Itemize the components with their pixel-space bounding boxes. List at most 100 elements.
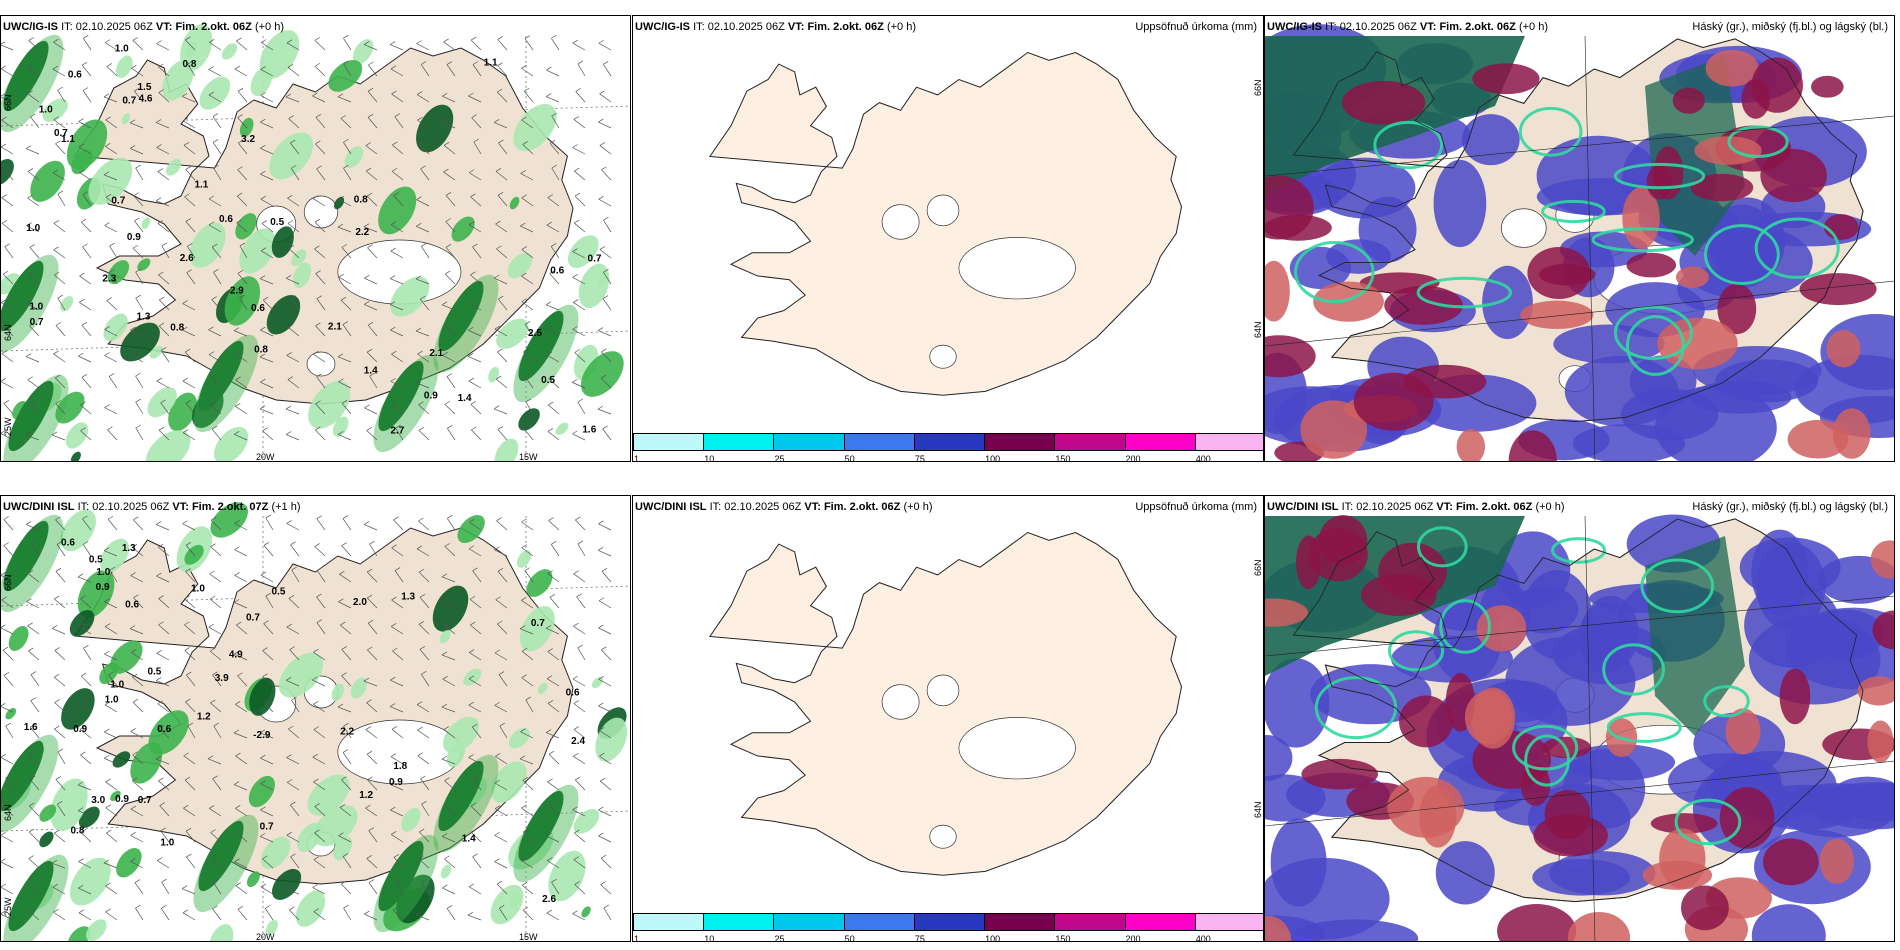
wind-barb (598, 627, 612, 635)
precip-value-label: 0.8 (254, 344, 268, 355)
precip-value-label: 4.9 (229, 650, 243, 661)
map-panel-ig-clouds[interactable]: UWC/IG-IS IT: 02.10.2025 06Z VT: Fim. 2.… (1264, 15, 1895, 462)
map-panel-ig-accum-precip[interactable]: 66N 64N 1 10 25 50 75 100 150 200 400 UWC/IG-IS IT:… (632, 15, 1264, 462)
wind-barb (546, 835, 560, 843)
wind-barb (417, 353, 430, 363)
wind-barb-flag (498, 671, 505, 675)
wind-barb (442, 95, 456, 103)
init-time-label: IT: (709, 501, 722, 513)
wind-barb-flag (286, 831, 292, 836)
map-panel-ig-wind-precip[interactable]: 2.6 3.2 4.6 1.0 1.1 0.7 1.3 0.8 0.7 0.6 0.9 1.5 0.8 1… (0, 15, 631, 462)
wind-barb-flag (369, 540, 375, 545)
wind-barb (132, 780, 144, 791)
wind-barb (573, 573, 586, 583)
wind-barb-flag (161, 878, 167, 883)
wind-barb-flag (394, 567, 401, 571)
wind-barb (260, 886, 274, 895)
precip-value-label: 0.5 (270, 217, 284, 228)
precip-area (112, 751, 131, 768)
wind-barb (575, 519, 586, 531)
mid-cloud-area (1826, 330, 1861, 368)
wind-barb-flag (363, 41, 370, 45)
precip-area (491, 761, 527, 803)
wind-barb-flag (233, 327, 240, 331)
wind-barb-flag (25, 145, 32, 149)
wind-barb (81, 675, 92, 687)
wind-barb-flag (470, 36, 477, 41)
wind-barb-flag (343, 722, 349, 727)
wind-barb-flag (211, 425, 218, 430)
wind-barb-flag (545, 729, 552, 733)
wind-barb-flag (183, 804, 189, 809)
wind-barb-flag (260, 378, 266, 383)
wind-barb-flag (260, 145, 266, 149)
wind-barb (78, 355, 92, 363)
graticule-line (1265, 760, 1894, 827)
wind-barb-flag (239, 242, 246, 247)
colorbar-tick-label: 75 (914, 454, 925, 462)
wind-barb (313, 729, 326, 739)
wind-barb (259, 732, 274, 739)
wind-barb (339, 807, 352, 817)
mid-cloud-area (1318, 515, 1368, 566)
wind-barb (132, 676, 144, 687)
wind-barb-flag (183, 752, 189, 757)
wind-barb (186, 856, 196, 869)
wind-barb (497, 623, 508, 635)
wind-barb (315, 117, 326, 129)
wind-barb-flag (158, 595, 164, 599)
precip-area (518, 310, 564, 382)
wind-barb (56, 544, 66, 557)
wind-barb-flag (601, 166, 607, 171)
wind-barb-flag (81, 374, 88, 378)
wind-barb-flag (312, 884, 318, 888)
wind-barb (469, 598, 482, 609)
wind-barb-flag (395, 424, 401, 429)
valid-time-value: Fim. 2.okt. 06Z (1455, 501, 1533, 513)
wind-barb-flag (155, 755, 162, 760)
precip-value-label: 1.3 (401, 592, 415, 603)
wind-barb-flag (156, 572, 162, 577)
wind-barb (55, 403, 66, 415)
wind-barb (212, 142, 222, 155)
wind-barb-flag (25, 431, 32, 436)
precip-value-label: 1.0 (26, 223, 40, 234)
wind-barb-flag (259, 275, 266, 280)
wind-barb-flag (523, 348, 529, 353)
wind-barb-flag (186, 671, 192, 676)
wind-barb-flag (341, 646, 347, 650)
wind-barb-flag (441, 755, 448, 760)
wind-barb-flag (546, 857, 553, 861)
map-panel-dini-wind-precip[interactable]: 0.7 3.0 3.9 4.9 0.5 0.9 0.7 1.0 0.5 0.9 1.0 1.2 1.3 1… (0, 495, 631, 942)
wind-barb-flag (313, 778, 319, 783)
wind-barb (548, 520, 560, 531)
wind-barb (547, 651, 560, 661)
wind-barb (291, 569, 300, 583)
map-panel-dini-accum-precip[interactable]: 66N 64N 1 10 25 50 75 100 150 200 400 UWC/DINI ISL … (632, 495, 1264, 942)
wind-barb (103, 96, 118, 103)
wind-barb-flag (574, 829, 580, 834)
precip-value-label: 1.6 (24, 722, 38, 733)
lead-time: (+0 h) (1535, 501, 1565, 513)
wind-barb-flag (548, 401, 554, 406)
wind-barb (522, 831, 534, 843)
latitude-label: 64N (1253, 801, 1263, 818)
wind-barb-flag (263, 620, 269, 624)
wind-barb-flag (519, 625, 526, 629)
wind-barb (600, 857, 612, 869)
map-panel-dini-clouds[interactable]: UWC/DINI ISL IT: 02.10.2025 06Z VT: Fim.… (1264, 495, 1895, 942)
wind-barb-flag (574, 881, 580, 885)
wind-barb-flag (25, 353, 32, 358)
wind-barb-flag (131, 64, 137, 69)
mid-cloud-area (1694, 136, 1762, 165)
wind-barb (390, 329, 404, 337)
wind-barb-flag (1, 910, 6, 914)
wind-barb (418, 624, 430, 635)
wind-barb (236, 222, 248, 233)
wind-barb (239, 245, 248, 259)
wind-barb (290, 544, 300, 557)
precip-value-label: 1.0 (110, 680, 124, 691)
wind-barb-flag (213, 879, 219, 883)
wind-barb-flag (81, 322, 88, 326)
precip-area (100, 538, 130, 573)
